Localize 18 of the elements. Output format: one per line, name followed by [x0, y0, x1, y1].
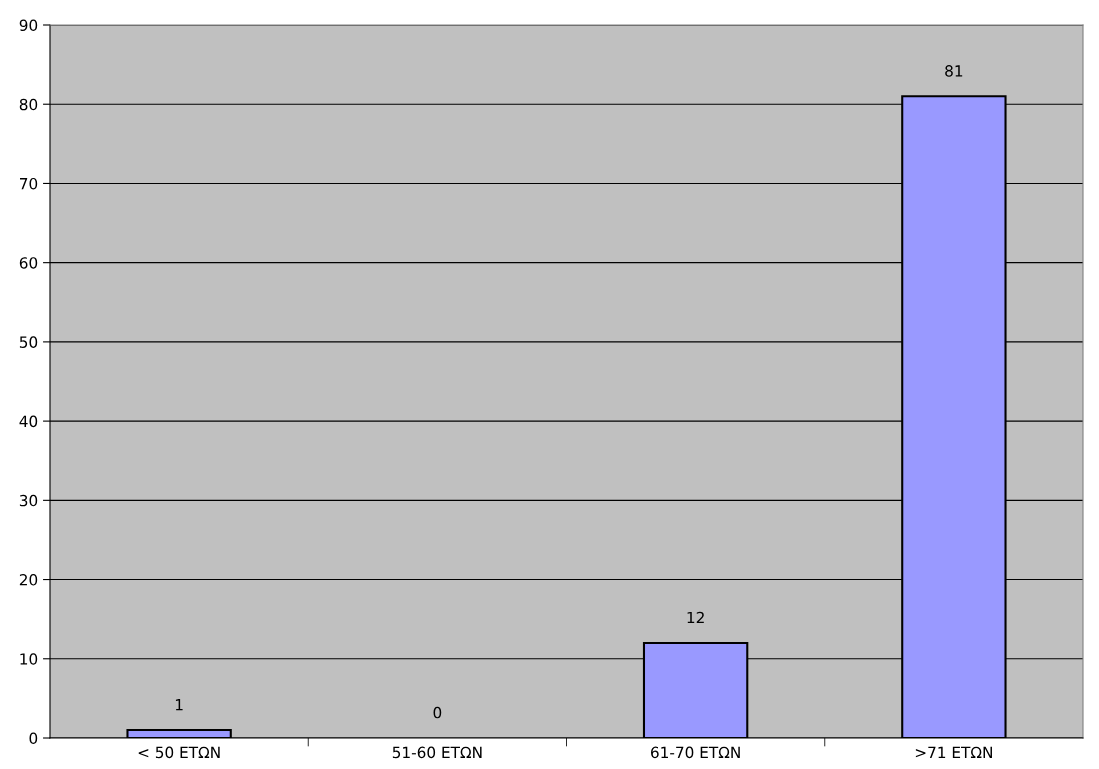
- y-tick-label: 50: [19, 336, 38, 348]
- data-label: 81: [945, 65, 963, 77]
- x-tick-label: 61-70 ΕΤΩΝ: [651, 746, 740, 759]
- y-tick-label: 40: [19, 415, 38, 428]
- y-tick-label: 70: [20, 177, 38, 190]
- y-tick-label: 0: [29, 732, 38, 745]
- data-label: 0: [433, 706, 442, 719]
- data-label: 12: [687, 611, 704, 624]
- y-tick-label: 10: [20, 653, 38, 665]
- y-tick-label: 80: [19, 98, 38, 111]
- x-tick-label: 51-60 ΕΤΩΝ: [392, 746, 482, 759]
- y-tick-label: 90: [19, 19, 38, 32]
- y-tick-label: 30: [19, 494, 38, 507]
- data-label: 1: [175, 699, 183, 711]
- x-tick-label: >71 ΕΤΩΝ: [915, 746, 992, 758]
- x-tick-label: < 50 ΕΤΩΝ: [138, 746, 220, 759]
- y-tick-label: 60: [19, 257, 38, 269]
- y-tick-label: 20: [19, 574, 38, 586]
